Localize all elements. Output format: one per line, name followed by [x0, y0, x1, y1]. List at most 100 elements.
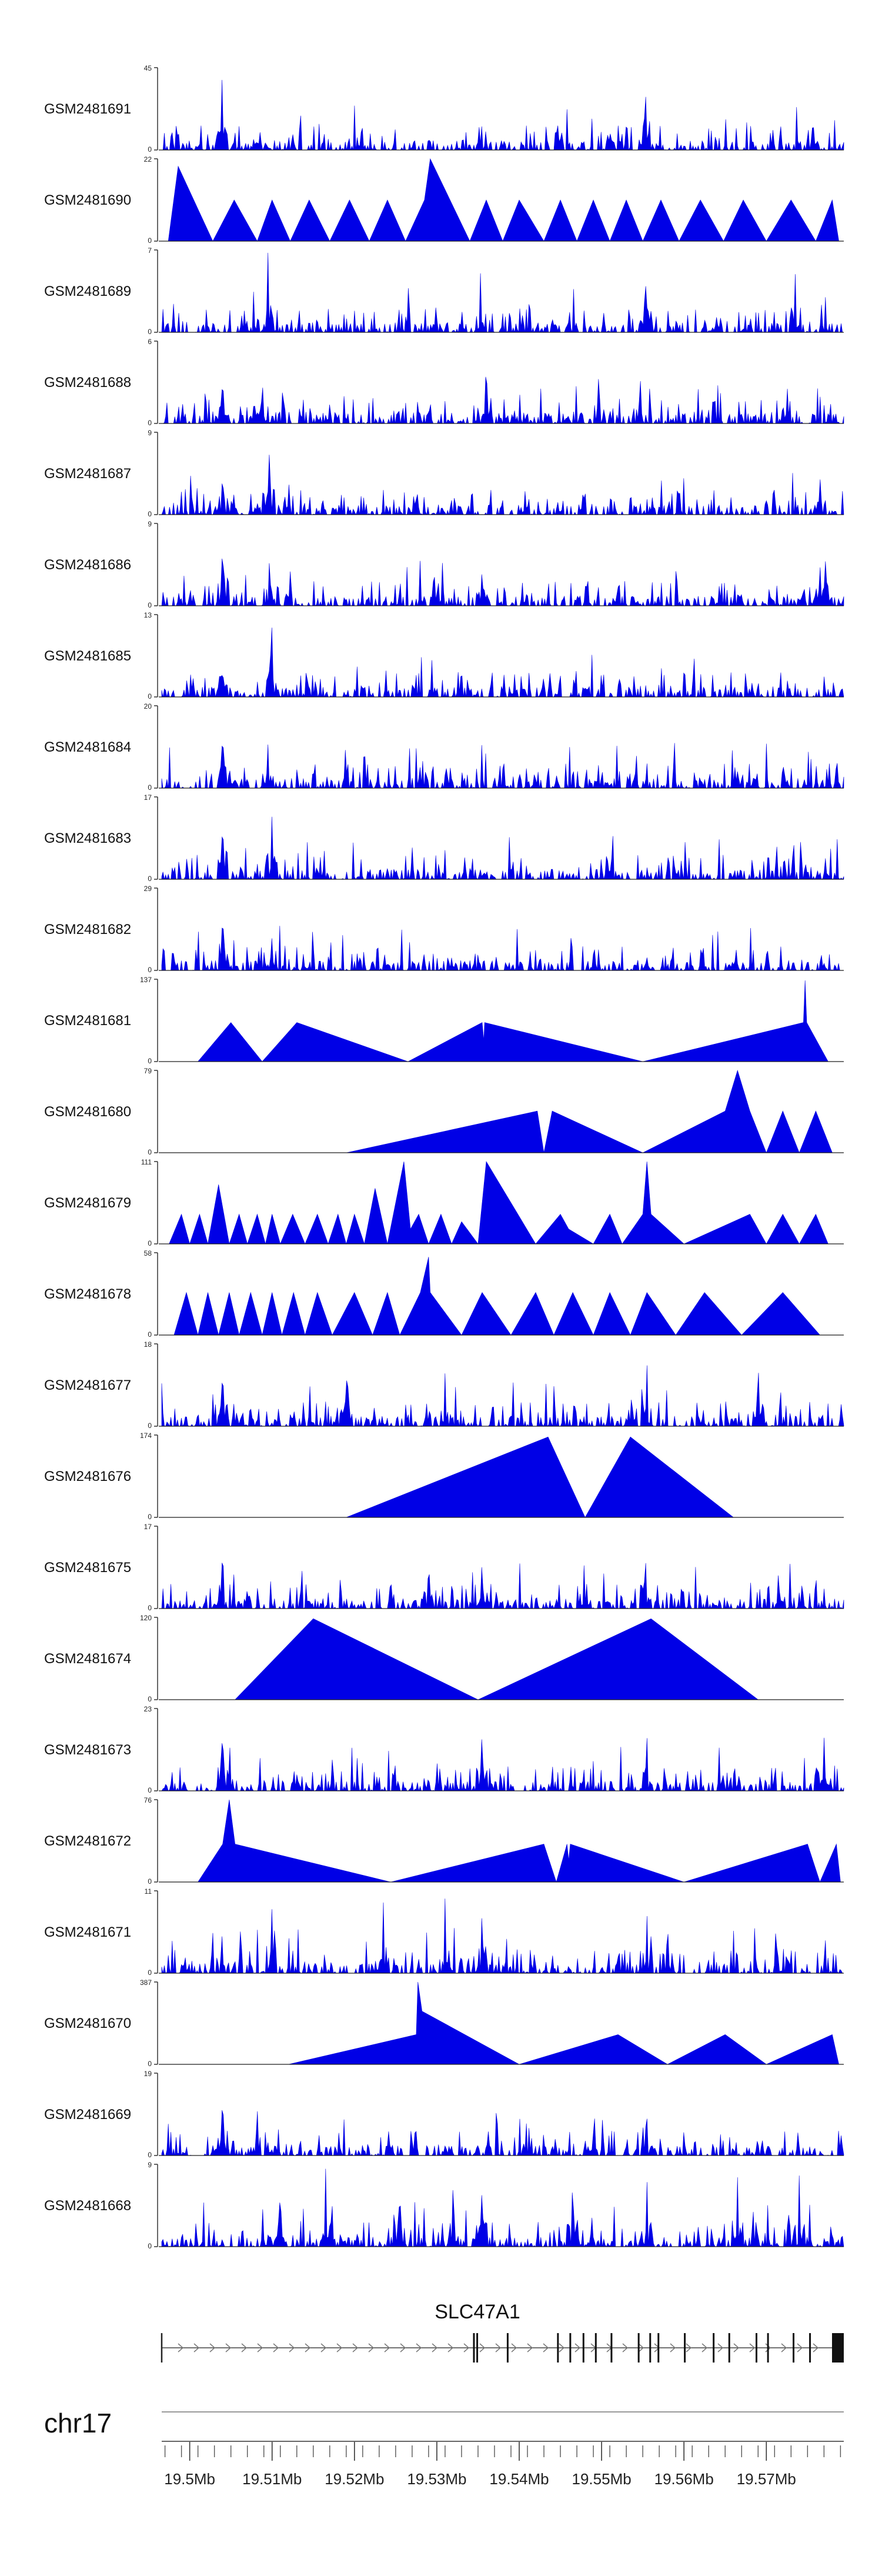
track-gsm2481669: GSM2481669 19 0: [44, 2070, 844, 2159]
strand-arrow: [416, 2343, 422, 2353]
signal-area: [169, 1161, 828, 1245]
y-zero-label: 0: [148, 419, 152, 427]
exon: [767, 2333, 769, 2363]
strand-arrow: [193, 2343, 200, 2353]
signal-area: [161, 926, 844, 972]
strand-arrow: [289, 2343, 295, 2353]
strand-arrow: [257, 2343, 263, 2353]
y-max-label: 13: [144, 611, 152, 619]
signal-area: [161, 1365, 844, 1427]
track-gsm2481678: GSM2481678 58 0: [44, 1249, 844, 1339]
track-gsm2481683: GSM2481683 17 0: [44, 793, 844, 883]
y-zero-label: 0: [148, 966, 152, 974]
y-max-label: 9: [148, 429, 152, 437]
gene-track: SLC47A1: [161, 2301, 844, 2363]
strand-arrow: [527, 2343, 533, 2353]
track-gsm2481671: GSM2481671 11 0: [44, 1887, 844, 1977]
track-label: GSM2481685: [44, 648, 131, 664]
y-zero-label: 0: [148, 1968, 152, 1977]
signal-area: [161, 1898, 844, 1974]
strand-arrow: [320, 2343, 327, 2353]
y-max-label: 45: [144, 64, 152, 72]
y-max-label: 387: [140, 1978, 152, 1987]
exon: [649, 2333, 652, 2363]
strand-arrow: [717, 2343, 724, 2353]
y-max-label: 6: [148, 338, 152, 346]
track-gsm2481686: GSM2481686 9 0: [44, 520, 844, 609]
exon: [637, 2333, 640, 2363]
signal-area: [173, 1257, 821, 1336]
chromosome-label: chr17: [44, 2408, 112, 2438]
genome-tick-label: 19.54Mb: [489, 2470, 549, 2488]
exon: [476, 2333, 479, 2363]
y-zero-label: 0: [148, 1786, 152, 1794]
strand-arrow: [479, 2343, 486, 2353]
strand-arrow: [701, 2343, 708, 2353]
y-max-label: 120: [140, 1614, 152, 1622]
track-label: GSM2481677: [44, 1377, 131, 1393]
y-max-label: 111: [141, 1158, 152, 1166]
y-zero-label: 0: [148, 875, 152, 883]
y-zero-label: 0: [148, 1148, 152, 1156]
track-label: GSM2481680: [44, 1104, 131, 1120]
strand-arrow: [305, 2343, 311, 2353]
strand-arrow: [733, 2343, 740, 2353]
strand-arrow: [225, 2343, 232, 2353]
track-gsm2481675: GSM2481675 17 0: [44, 1523, 844, 1612]
genome-tick-label: 19.56Mb: [654, 2470, 714, 2488]
strand-arrow: [209, 2343, 216, 2353]
exon: [809, 2333, 811, 2363]
y-max-label: 9: [148, 520, 152, 528]
y-zero-label: 0: [148, 236, 152, 245]
signal-area: [198, 1799, 841, 1883]
y-zero-label: 0: [148, 1513, 152, 1521]
track-label: GSM2481681: [44, 1013, 131, 1029]
track-gsm2481690: GSM2481690 22 0: [44, 155, 844, 245]
y-max-label: 76: [144, 1796, 152, 1804]
y-zero-label: 0: [148, 145, 152, 154]
y-zero-label: 0: [148, 1422, 152, 1430]
exon: [610, 2333, 613, 2363]
track-gsm2481688: GSM2481688 6 0: [44, 338, 844, 427]
exon: [582, 2333, 584, 2363]
strand-arrow: [813, 2343, 819, 2353]
strand-arrow: [559, 2343, 565, 2353]
track-gsm2481684: GSM2481684 20 0: [44, 702, 844, 792]
track-gsm2481679: GSM2481679 111 0: [44, 1158, 844, 1247]
y-max-label: 137: [140, 976, 152, 984]
track-label: GSM2481683: [44, 830, 131, 846]
y-max-label: 58: [144, 1249, 152, 1257]
genome-tick-label: 19.52Mb: [325, 2470, 384, 2488]
y-max-label: 17: [144, 793, 152, 802]
track-label: GSM2481674: [44, 1651, 131, 1667]
y-zero-label: 0: [148, 2151, 152, 2159]
genome-axis: chr17 19.5Mb 19.51Mb 19.52Mb 19.53Mb 19.54Mb 1…: [44, 2408, 844, 2488]
exon: [569, 2333, 572, 2363]
strand-arrow: [447, 2343, 454, 2353]
y-zero-label: 0: [148, 1057, 152, 1065]
strand-arrow: [543, 2343, 549, 2353]
y-max-label: 11: [145, 1887, 152, 1896]
exon-terminal: [832, 2333, 844, 2363]
genome-tick-label: 19.55Mb: [572, 2470, 632, 2488]
track-gsm2481674: GSM2481674 120 0: [44, 1614, 844, 1703]
y-zero-label: 0: [148, 1877, 152, 1886]
y-max-label: 29: [144, 885, 152, 893]
strand-arrow: [638, 2343, 644, 2353]
track-gsm2481685: GSM2481685 13 0: [44, 611, 844, 700]
y-zero-label: 0: [148, 692, 152, 700]
track-label: GSM2481679: [44, 1195, 131, 1211]
track-label: GSM2481668: [44, 2198, 131, 2214]
strand-arrow: [241, 2343, 248, 2353]
exon: [594, 2333, 597, 2363]
track-label: GSM2481682: [44, 922, 131, 937]
genome-tick-label: 19.5Mb: [164, 2470, 215, 2488]
track-gsm2481677: GSM2481677 18 0: [44, 1340, 844, 1430]
signal-area: [346, 1069, 833, 1153]
track-label: GSM2481672: [44, 1833, 131, 1849]
track-gsm2481672: GSM2481672 76 0: [44, 1796, 844, 1886]
track-gsm2481668: GSM2481668 9 0: [44, 2161, 844, 2250]
strand-arrow: [384, 2343, 390, 2353]
y-zero-label: 0: [148, 1239, 152, 1247]
